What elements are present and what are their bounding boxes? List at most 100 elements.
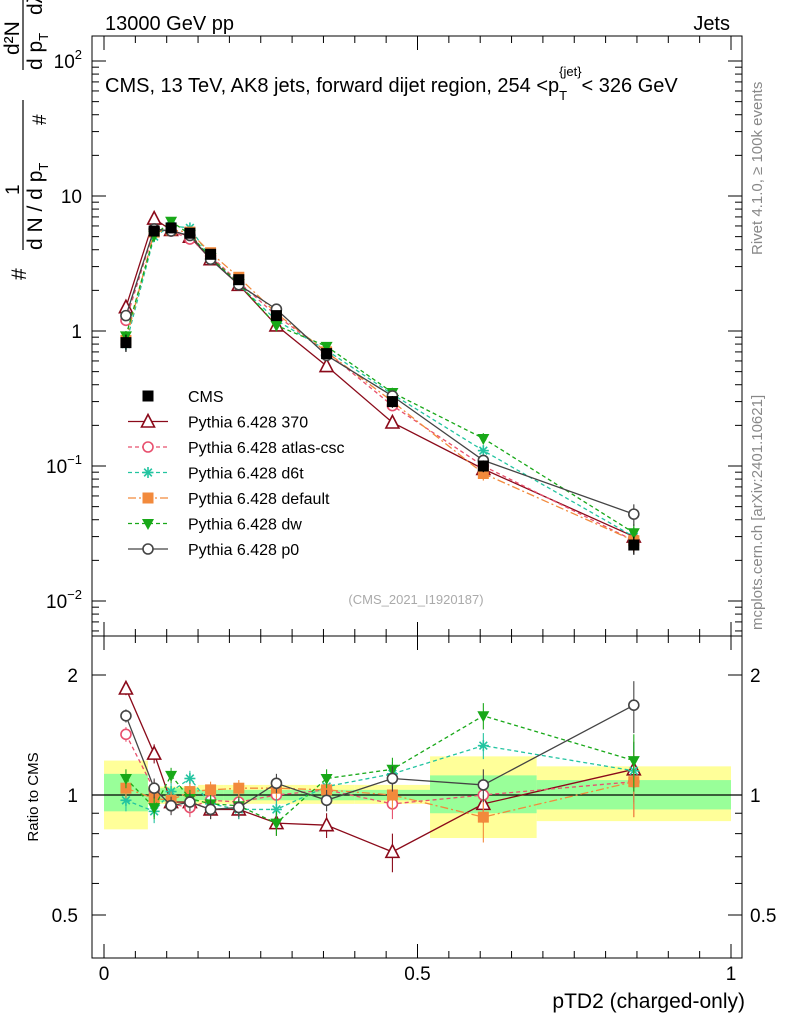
ratio-y-tick-label: 1	[67, 786, 78, 807]
ratio-plot-area	[118, 679, 642, 873]
ratio-point	[120, 728, 132, 741]
data-point	[320, 341, 333, 353]
ratio-point	[165, 799, 177, 812]
data-point	[477, 467, 489, 479]
data-point	[184, 227, 196, 239]
main-title-subscript: T	[559, 88, 567, 103]
ratio-point	[165, 770, 178, 782]
legend-label: Pythia 6.428 dw	[188, 517, 302, 534]
series-line-d6t	[125, 225, 635, 538]
legend: CMS Pythia 6.428 370 Pythia 6.428 atlas-cs…	[128, 389, 345, 559]
data-point	[165, 216, 178, 228]
data-point	[270, 310, 282, 322]
data-point	[318, 357, 335, 373]
legend-item-CMS: CMS	[142, 389, 224, 406]
ratio-point	[270, 803, 282, 815]
ratio-point	[119, 773, 132, 785]
ratio-point	[477, 711, 490, 723]
ratio-point	[477, 740, 489, 752]
header-left: 13000 GeV pp	[105, 13, 234, 35]
ratio-point	[477, 811, 489, 823]
ratio-point	[320, 794, 333, 807]
ratio-point	[148, 782, 160, 795]
main-title-pt: p	[548, 75, 559, 97]
data-point	[120, 309, 132, 322]
y-axis-label: # 1 d N / d pT # d²N d pT dλ	[1, 0, 51, 280]
ratio-point	[386, 772, 399, 785]
ratio-point	[386, 789, 398, 801]
data-point	[205, 248, 217, 260]
ratio-point	[320, 773, 333, 785]
x-axis-label: pTD2 (charged-only)	[552, 990, 745, 1013]
legend-label: Pythia 6.428 370	[188, 415, 308, 432]
ratio-point	[120, 710, 132, 722]
legend-label: Pythia 6.428 p0	[188, 542, 299, 559]
series-CMS	[120, 222, 640, 555]
ratio-point	[270, 777, 283, 790]
ratio-y-tick-label-right: 1	[750, 786, 761, 807]
y-tick-label: 102	[54, 47, 82, 73]
ratio-y-tick-label: 0.5	[52, 906, 78, 927]
legend-label: Pythia 6.428 d6t	[188, 466, 304, 483]
legend-marker	[140, 412, 156, 428]
data-point	[146, 209, 162, 225]
main-title-suffix: < 326 GeV	[582, 75, 679, 97]
watermark: (CMS_2021_I1920187)	[348, 592, 483, 607]
data-point	[628, 539, 640, 551]
legend-marker	[142, 492, 154, 504]
legend-item-370: Pythia 6.428 370	[128, 412, 308, 432]
series-line-dw	[125, 220, 635, 534]
legend-marker	[142, 543, 154, 555]
ratio-point	[627, 756, 640, 768]
y-tick-label: 10−1	[46, 452, 82, 478]
x-tick-label: 0.5	[404, 964, 430, 985]
rivet-label: Rivet 4.1.0, ≥ 100k events	[749, 82, 766, 255]
y-label-hash2: #	[30, 114, 51, 125]
ratio-point	[318, 816, 335, 832]
data-point	[148, 225, 160, 237]
mcplots-label: mcplots.cern.ch [arXiv:2401.10621]	[749, 395, 766, 630]
ratio-point	[148, 803, 161, 815]
y-label-one: 1	[3, 184, 24, 195]
y-label-dpT: d pT	[24, 33, 51, 70]
legend-label: CMS	[188, 389, 224, 406]
data-point	[386, 396, 398, 408]
data-point	[233, 274, 245, 286]
series-line-370	[125, 217, 635, 538]
legend-item-atlas-csc: Pythia 6.428 atlas-csc	[128, 440, 345, 457]
data-point	[477, 433, 490, 445]
y-label-dN: d N / d pT	[24, 163, 51, 250]
legend-marker	[142, 390, 154, 402]
ratio-series-p0	[120, 681, 640, 820]
ratio-y-label: Ratio to CMS	[25, 752, 42, 841]
data-point	[120, 337, 132, 349]
ratio-point	[184, 796, 196, 808]
ratio-point	[384, 843, 401, 859]
y-label-hash: #	[8, 268, 31, 280]
ratio-point	[628, 699, 640, 711]
x-tick-label: 1	[726, 964, 737, 985]
y-tick-label: 10	[61, 187, 82, 208]
y-tick-label: 1	[71, 322, 82, 343]
legend-marker	[142, 467, 154, 478]
ratio-point	[477, 779, 490, 791]
ratio-point	[205, 784, 217, 796]
ratio-point	[146, 744, 162, 760]
main-plot-area	[118, 209, 642, 555]
ratio-point	[204, 803, 217, 816]
main-title: CMS, 13 TeV, AK8 jets, forward dijet reg…	[105, 64, 678, 103]
data-point	[384, 413, 401, 429]
legend-item-d6t: Pythia 6.428 d6t	[128, 466, 304, 483]
ratio-point	[184, 772, 196, 784]
y-label-dlambda: dλ	[24, 0, 47, 15]
x-tick-label: 0	[99, 964, 110, 985]
legend-label: Pythia 6.428 default	[188, 491, 330, 508]
ratio-point	[233, 801, 245, 814]
legend-marker	[142, 441, 154, 453]
axes: 10−2 10−1 1 10 102 0 0.5 1 0.5 0.5 1 1 2 2	[46, 36, 776, 985]
legend-item-dw: Pythia 6.428 dw	[128, 517, 302, 534]
ratio-point	[118, 679, 134, 695]
data-point	[627, 528, 640, 540]
ratio-point	[270, 818, 283, 830]
